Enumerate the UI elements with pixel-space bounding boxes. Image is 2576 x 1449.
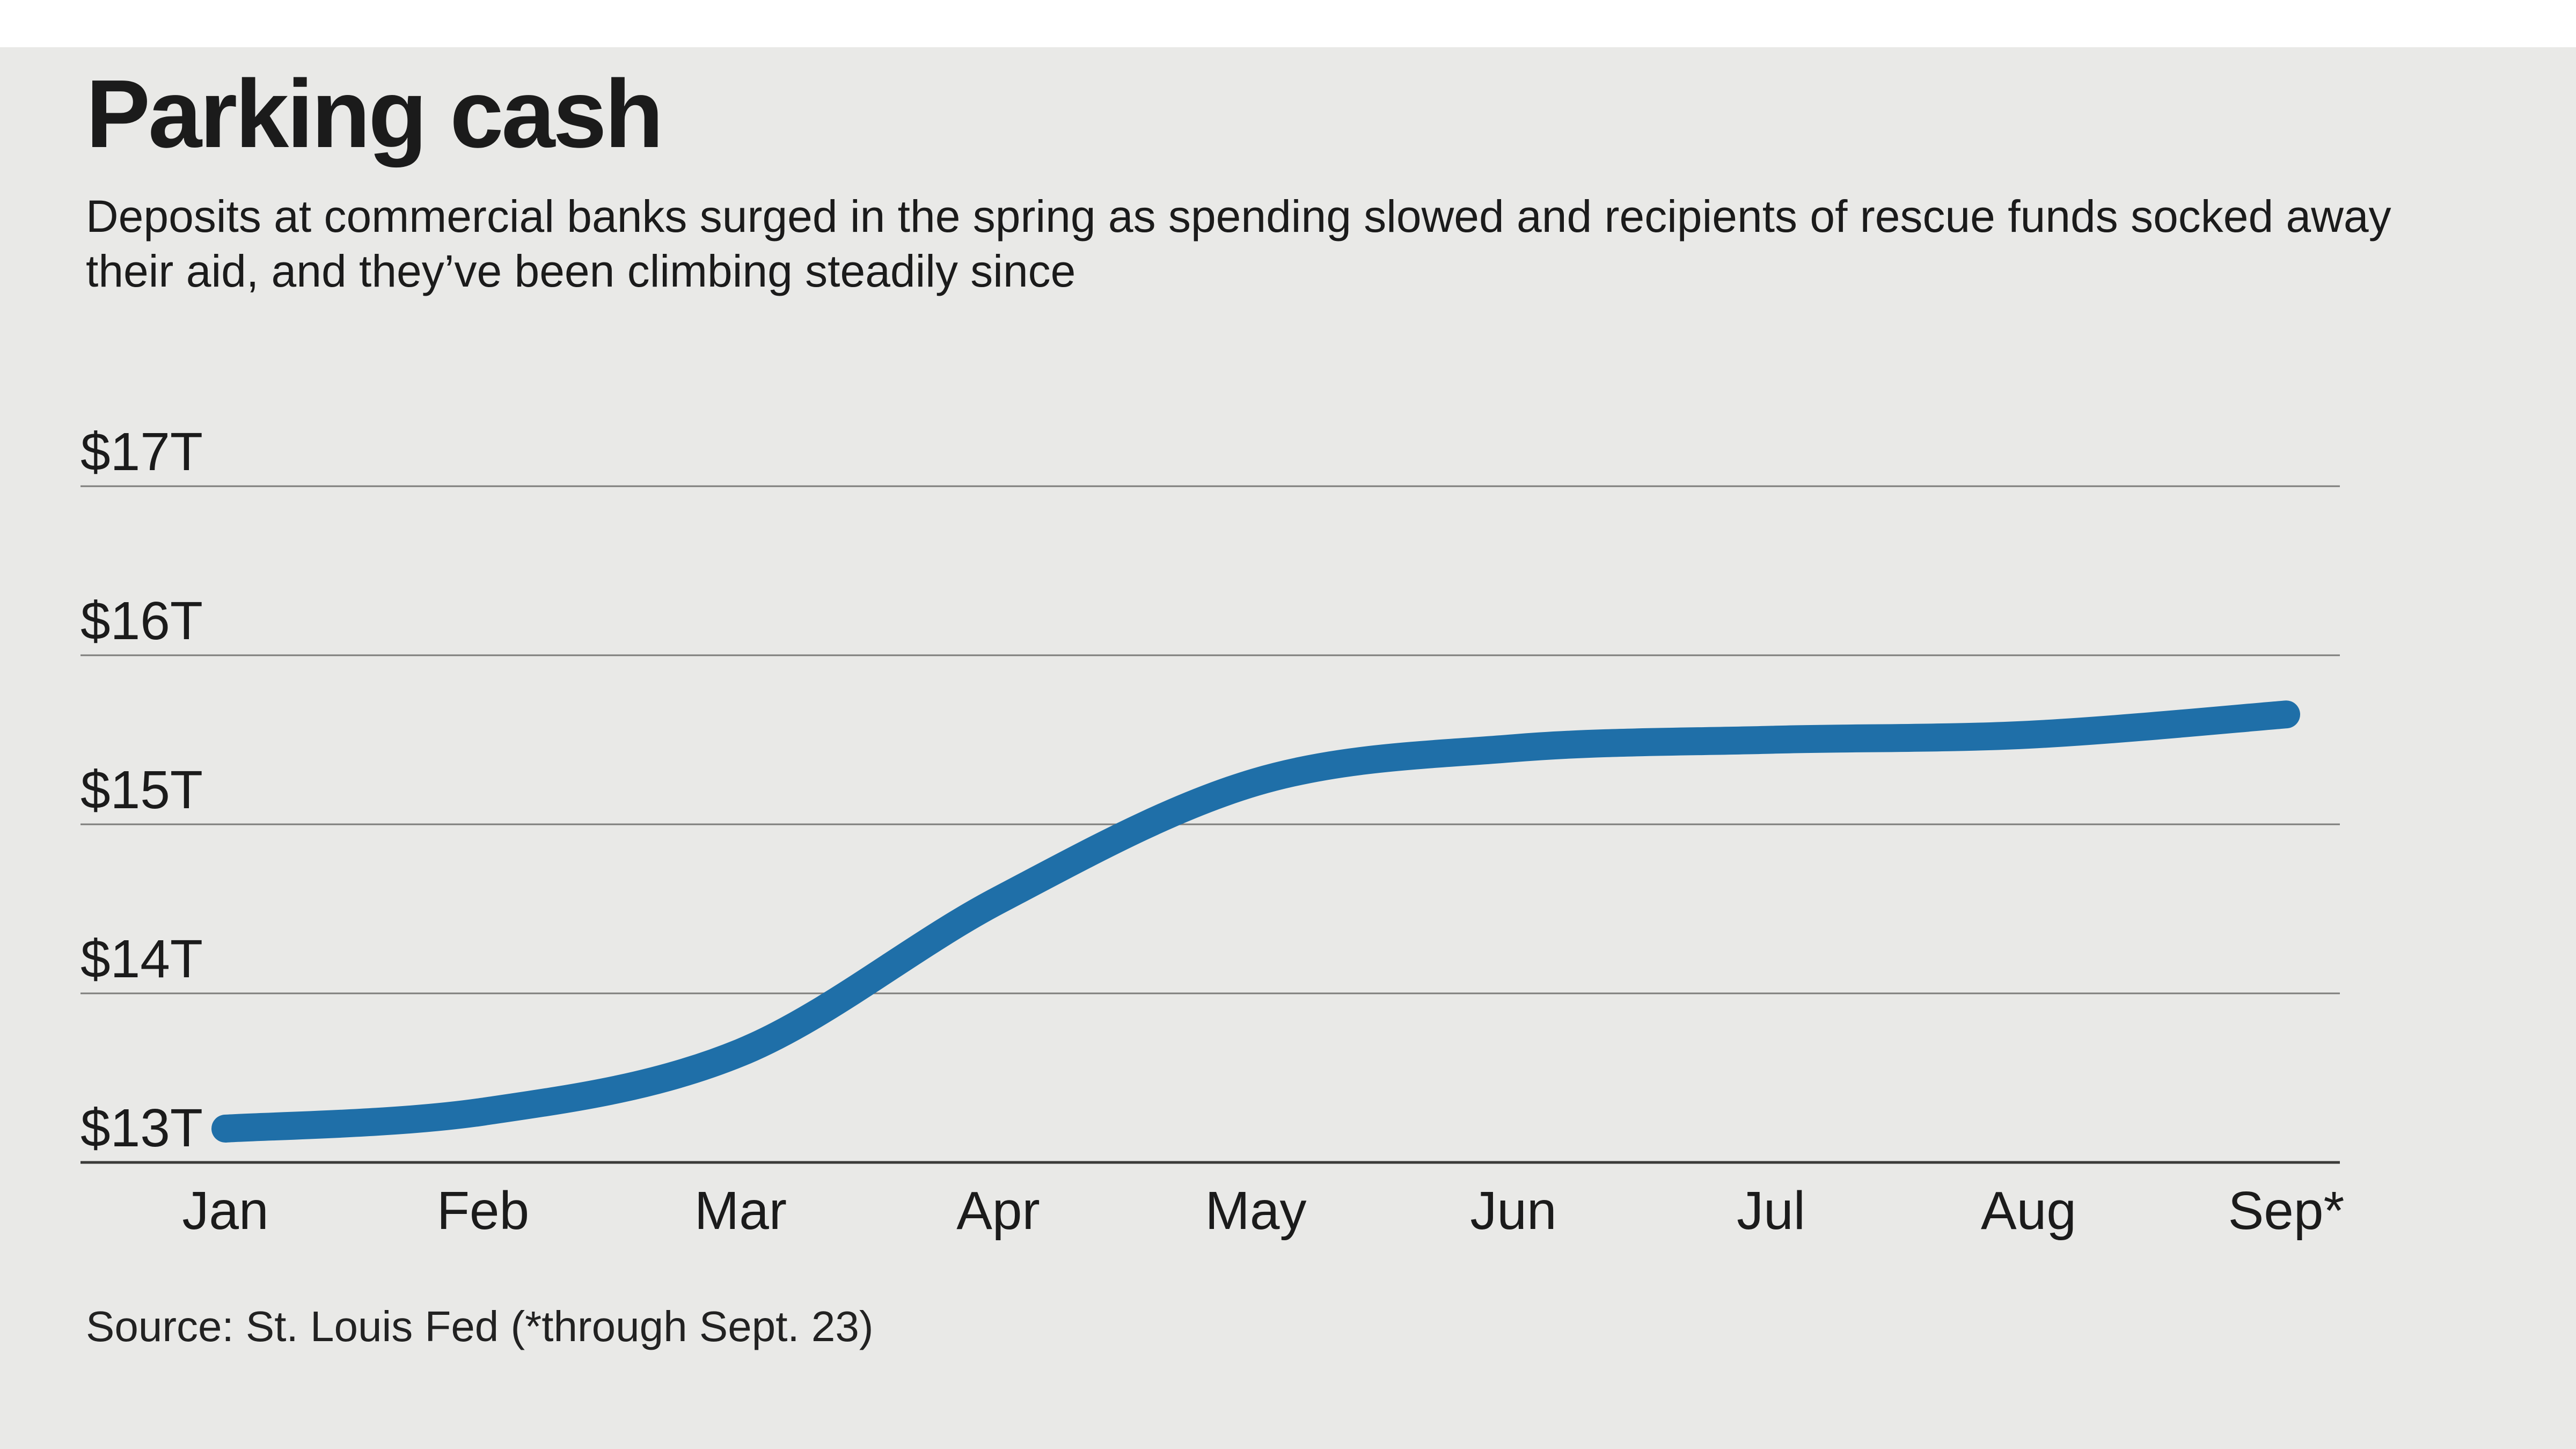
x-tick-label: Mar [694, 1181, 787, 1241]
source-note: Source: St. Louis Fed (*through Sept. 23… [86, 1302, 874, 1350]
x-tick-label: Apr [956, 1181, 1040, 1241]
x-tick-label: May [1205, 1181, 1307, 1241]
x-tick-label: Jun [1470, 1181, 1556, 1241]
x-tick-label: Jan [182, 1181, 268, 1241]
y-tick-label: $14T [80, 929, 203, 989]
x-tick-label: Aug [1981, 1181, 2076, 1241]
chart-title: Parking cash [86, 60, 664, 168]
x-tick-label: Feb [437, 1181, 529, 1241]
x-tick-label: Sep* [2228, 1181, 2345, 1241]
y-tick-label: $13T [80, 1098, 203, 1158]
deposits-line [211, 700, 2300, 1143]
y-tick-label: $15T [80, 760, 203, 820]
x-tick-label: Jul [1737, 1181, 1805, 1241]
top-white-strip [0, 0, 2576, 47]
y-tick-label: $16T [80, 591, 203, 651]
chart-subtitle: Deposits at commercial banks surged in t… [86, 191, 2391, 297]
y-tick-label: $17T [80, 422, 203, 482]
